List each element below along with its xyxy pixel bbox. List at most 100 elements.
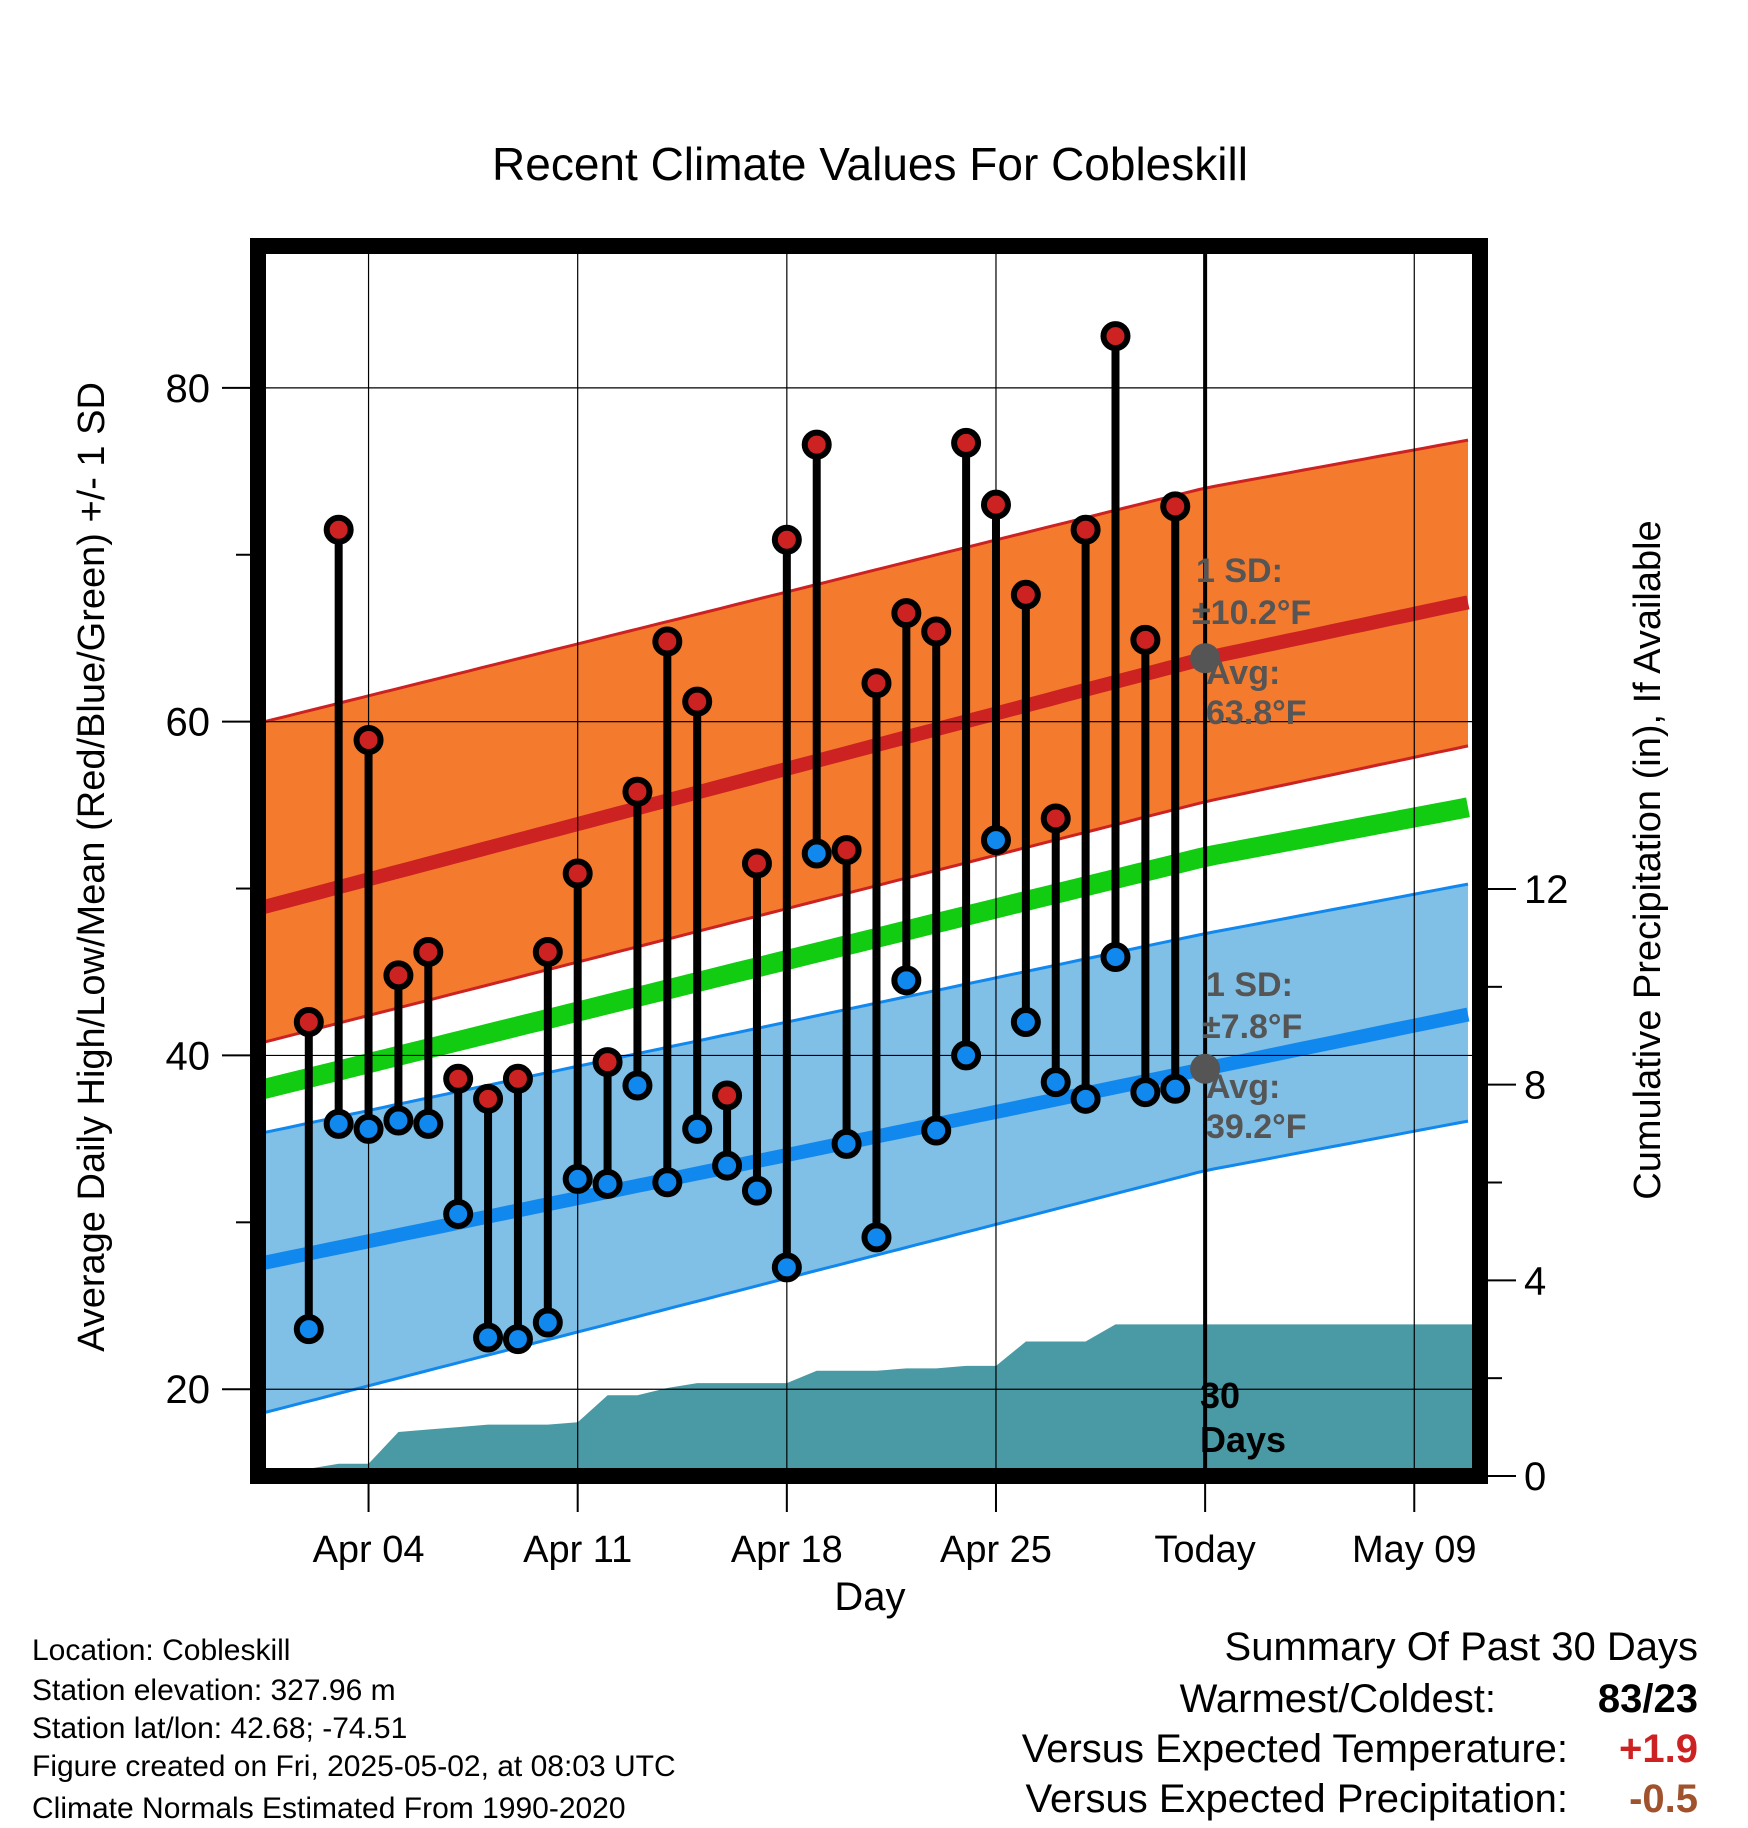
y-tick-label-left: 40	[166, 1034, 211, 1078]
high-point	[1130, 624, 1161, 655]
low-point	[413, 1108, 444, 1139]
plot-frame	[250, 238, 1488, 1484]
high-band-lower-edge	[258, 744, 1469, 1046]
y-tick-label-left: 60	[166, 701, 211, 745]
high-point	[473, 1083, 504, 1114]
y-tick-label-right: 8	[1524, 1064, 1546, 1108]
high-point	[622, 776, 653, 807]
footer-normals: Climate Normals Estimated From 1990-2020	[32, 1792, 626, 1825]
low-point	[741, 1175, 772, 1206]
low-point	[831, 1128, 862, 1159]
low-point	[353, 1113, 384, 1144]
high-point	[1070, 514, 1101, 545]
low-point	[891, 965, 922, 996]
footer-created: Figure created on Fri, 2025-05-02, at 08…	[32, 1750, 676, 1783]
high-point	[592, 1047, 623, 1078]
high-point	[980, 489, 1011, 520]
high-point	[741, 848, 772, 879]
today-high-avg-dot	[1190, 643, 1221, 674]
summary-temp-value: +1.9	[1619, 1727, 1698, 1771]
high-point	[1010, 579, 1041, 610]
high-point	[831, 835, 862, 866]
low-avg-label: Avg:	[1206, 1068, 1280, 1106]
high-sd-label: 1 SD:	[1196, 552, 1283, 590]
high-point	[1160, 491, 1191, 522]
summary-warm-cold-label: Warmest/Coldest:	[1180, 1677, 1496, 1721]
summary-title: Summary Of Past 30 Days	[1225, 1625, 1698, 1669]
high-point	[323, 514, 354, 545]
y-axis-label-right: Cumulative Precipitation (in), If Availa…	[1627, 520, 1669, 1199]
y-tick-label-right: 0	[1524, 1455, 1546, 1499]
summary-warm-cold-value: 83/23	[1598, 1677, 1698, 1721]
low-point	[1130, 1077, 1161, 1108]
high-point	[891, 598, 922, 629]
footer-latlon: Station lat/lon: 42.68; -74.51	[32, 1712, 407, 1745]
low-point	[1010, 1007, 1041, 1038]
summary-precip-value: -0.5	[1629, 1777, 1698, 1821]
low-point	[443, 1198, 474, 1229]
y-axis-label-left: Average Daily High/Low/Mean (Red/Blue/Gr…	[71, 382, 113, 1352]
x-tick-label: Apr 11	[523, 1529, 632, 1571]
high-sd-value: ±10.2°F	[1192, 594, 1311, 632]
low-point	[1070, 1083, 1101, 1114]
low-point	[771, 1252, 802, 1283]
high-point	[771, 524, 802, 555]
high-point	[353, 725, 384, 756]
low-point	[473, 1322, 504, 1353]
y-tick-label-right: 4	[1524, 1259, 1546, 1303]
low-band-lower-edge	[258, 1119, 1469, 1416]
low-point	[951, 1040, 982, 1071]
high-point	[443, 1063, 474, 1094]
plot-area	[258, 240, 1480, 1476]
high-avg-label: Avg:	[1206, 654, 1280, 692]
low-point	[1040, 1067, 1071, 1098]
footer-location: Location: Cobleskill	[32, 1634, 290, 1667]
high-point	[712, 1080, 743, 1111]
y-tick-label-left: 80	[166, 367, 211, 411]
period-unit: Days	[1200, 1419, 1286, 1460]
low-point	[383, 1105, 414, 1136]
x-tick-label: Apr 18	[731, 1529, 843, 1571]
precipitation-area	[278, 1324, 1480, 1476]
low-sd-label: 1 SD:	[1206, 966, 1293, 1004]
low-point	[622, 1070, 653, 1101]
low-point	[980, 825, 1011, 856]
high-point	[562, 858, 593, 889]
period-number: 30	[1200, 1375, 1240, 1416]
x-tick-label: Apr 04	[313, 1529, 425, 1571]
low-point	[1100, 941, 1131, 972]
summary-precip-label: Versus Expected Precipitation:	[1025, 1777, 1568, 1821]
low-sd-value: ±7.8°F	[1202, 1008, 1302, 1046]
high-point	[1040, 803, 1071, 834]
today-low-avg-dot	[1190, 1053, 1221, 1084]
low-point	[921, 1115, 952, 1146]
high-normal-line	[258, 595, 1470, 916]
low-point	[861, 1222, 892, 1253]
high-point	[652, 626, 683, 657]
low-avg-value: 39.2°F	[1206, 1108, 1307, 1146]
footer-elevation: Station elevation: 327.96 m	[32, 1674, 396, 1707]
y-tick-label-left: 20	[166, 1368, 211, 1412]
high-point	[801, 429, 832, 460]
high-point	[502, 1063, 533, 1094]
low-sd-band	[258, 884, 1468, 1415]
low-point	[682, 1113, 713, 1144]
summary-temp-label: Versus Expected Temperature:	[1022, 1727, 1568, 1771]
high-point	[413, 936, 444, 967]
low-point	[592, 1168, 623, 1199]
high-point	[383, 960, 414, 991]
x-tick-label: Today	[1154, 1529, 1255, 1571]
high-point	[293, 1007, 324, 1038]
x-tick-label: Apr 25	[940, 1529, 1052, 1571]
low-point	[323, 1108, 354, 1139]
high-point	[921, 616, 952, 647]
high-band-upper-edge	[258, 438, 1469, 725]
low-point	[1160, 1073, 1191, 1104]
high-point	[532, 936, 563, 967]
x-axis-label: Day	[834, 1575, 905, 1619]
high-point	[861, 668, 892, 699]
x-tick-label: May 09	[1352, 1529, 1477, 1571]
high-avg-value: 63.8°F	[1206, 694, 1307, 732]
high-point	[682, 686, 713, 717]
